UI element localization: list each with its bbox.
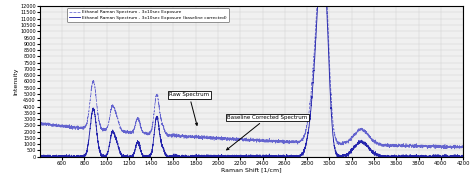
Ethanol Raman Spectrum - 3x10sec Exposure bbox=[114, 116, 119, 118]
Ethanol Raman Spectrum - 3x10sec Exposure bbox=[291, 141, 297, 144]
Ethanol Raman Spectrum - 3x10sec Exposure bbox=[452, 148, 457, 150]
Ethanol Raman Spectrum - 3x10sec Exposure (baseline corrected) bbox=[37, 154, 43, 156]
Ethanol Raman Spectrum - 3x10sec Exposure (baseline corrected) bbox=[460, 156, 466, 158]
Text: Raw Spectrum: Raw Spectrum bbox=[169, 93, 209, 125]
Line: Ethanol Raman Spectrum - 3x10sec Exposure (baseline corrected): Ethanol Raman Spectrum - 3x10sec Exposur… bbox=[40, 0, 463, 157]
Ethanol Raman Spectrum - 3x10sec Exposure (baseline corrected) bbox=[353, 144, 359, 146]
Ethanol Raman Spectrum - 3x10sec Exposure (baseline corrected) bbox=[114, 140, 119, 142]
Ethanol Raman Spectrum - 3x10sec Exposure (baseline corrected) bbox=[385, 156, 391, 158]
Y-axis label: Intensity: Intensity bbox=[14, 68, 18, 95]
Ethanol Raman Spectrum - 3x10sec Exposure bbox=[385, 143, 391, 146]
Ethanol Raman Spectrum - 3x10sec Exposure (baseline corrected) bbox=[291, 155, 297, 158]
Text: Baseline Corrected Spectrum: Baseline Corrected Spectrum bbox=[227, 115, 307, 150]
Ethanol Raman Spectrum - 3x10sec Exposure (baseline corrected) bbox=[37, 156, 43, 158]
Ethanol Raman Spectrum - 3x10sec Exposure bbox=[199, 138, 204, 140]
Ethanol Raman Spectrum - 3x10sec Exposure bbox=[353, 132, 358, 134]
X-axis label: Raman Shift [1/cm]: Raman Shift [1/cm] bbox=[221, 167, 282, 172]
Ethanol Raman Spectrum - 3x10sec Exposure bbox=[460, 147, 466, 149]
Line: Ethanol Raman Spectrum - 3x10sec Exposure: Ethanol Raman Spectrum - 3x10sec Exposur… bbox=[40, 0, 463, 149]
Ethanol Raman Spectrum - 3x10sec Exposure bbox=[312, 36, 318, 38]
Legend: Ethanol Raman Spectrum - 3x10sec Exposure, Ethanol Raman Spectrum - 3x10sec Expo: Ethanol Raman Spectrum - 3x10sec Exposur… bbox=[67, 8, 228, 21]
Ethanol Raman Spectrum - 3x10sec Exposure (baseline corrected) bbox=[199, 156, 204, 158]
Ethanol Raman Spectrum - 3x10sec Exposure (baseline corrected) bbox=[312, 48, 318, 51]
Ethanol Raman Spectrum - 3x10sec Exposure bbox=[37, 121, 43, 123]
